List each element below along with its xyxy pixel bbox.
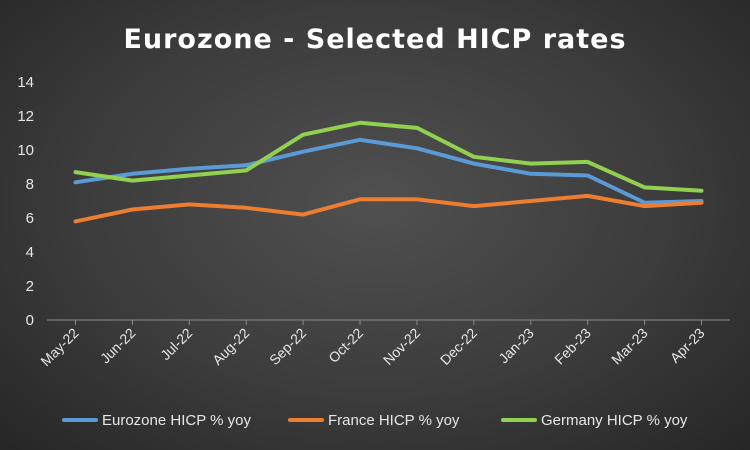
x-tick-label: Mar-23 [608,325,651,368]
x-tick-label: Nov-22 [380,325,423,368]
x-tick-label: Feb-23 [551,325,594,368]
x-tick-label: Apr-23 [667,325,708,366]
y-tick-label: 8 [26,176,34,193]
x-tick-label: Sep-22 [266,325,309,368]
series-line-2 [73,193,704,224]
series-line-3 [73,120,704,193]
x-tick-label: Jun-22 [97,325,139,367]
y-tick-label: 6 [26,210,34,227]
legend-label: Germany HICP % yoy [541,412,688,429]
series-layer [73,120,704,224]
chart-title: Eurozone - Selected HICP rates [123,24,626,55]
legend-label: Eurozone HICP % yoy [102,412,251,429]
series-line-1 [73,137,704,205]
legend: Eurozone HICP % yoy France HICP % yoy Germ… [62,412,688,429]
y-tick-label: 14 [17,74,34,91]
x-tick-label: Dec-22 [437,325,480,368]
y-tick-label: 12 [17,108,34,125]
y-tick-label: 0 [26,312,34,329]
x-tick-label: May-22 [37,325,81,369]
y-tick-label: 2 [26,278,34,295]
x-tick-label: Oct-22 [325,325,366,366]
y-tick-label: 4 [26,244,34,261]
y-tick-label: 10 [17,142,34,159]
x-tick-label: Aug-22 [209,325,252,368]
legend-label: France HICP % yoy [328,412,460,429]
x-tick-label: Jan-23 [495,325,537,367]
axis-layer: 0 2 4 6 8 10 12 14 May-22 Jun-22 Jul-22 Aug-22 Sep-2… [17,74,730,369]
x-tick-label: Jul-22 [157,325,195,363]
